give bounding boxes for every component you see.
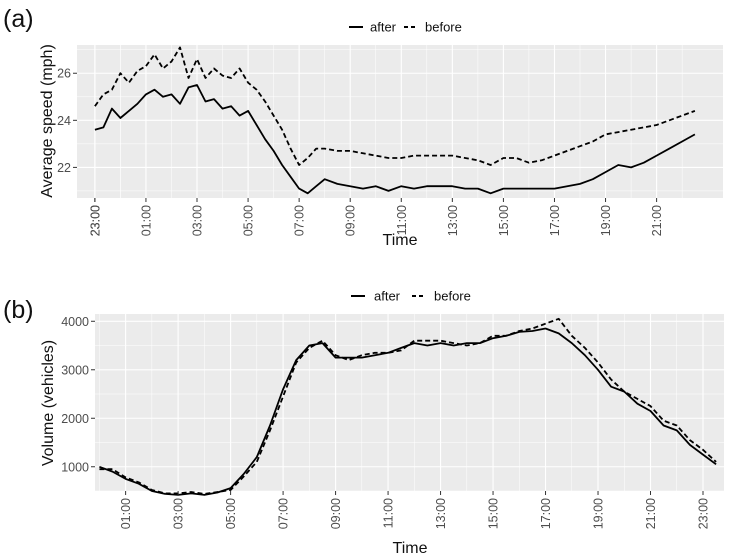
a-x-tick-label: 05:00 bbox=[242, 205, 256, 236]
panel-a-legend-after-label: after bbox=[370, 20, 397, 35]
a-x-tick-label: 03:00 bbox=[191, 205, 205, 236]
panel-a-legend: after before bbox=[349, 20, 462, 35]
panel-a-label: (a) bbox=[3, 5, 34, 33]
panel-a-y-ticks: 22 24 26 bbox=[57, 67, 77, 175]
a-x-tick-label: 01:00 bbox=[139, 205, 153, 236]
b-x-tick-label: 19:00 bbox=[592, 498, 606, 529]
panel-a-legend-before-label: before bbox=[425, 20, 462, 35]
panel-b-legend: after before bbox=[351, 289, 471, 304]
panel-a-grid bbox=[77, 45, 723, 198]
b-x-tick-label: 03:00 bbox=[172, 498, 186, 529]
a-x-tick-label: 17:00 bbox=[548, 205, 562, 236]
a-series-after-line bbox=[94, 84, 696, 195]
b-x-tick-label: 13:00 bbox=[434, 498, 448, 529]
b-x-tick-label: 09:00 bbox=[329, 498, 343, 529]
a-y-tick-label: 22 bbox=[57, 161, 71, 175]
b-x-tick-label: 11:00 bbox=[382, 498, 396, 528]
panel-a: (a) after before 22 24 26 23:00 01:00 03:00 0… bbox=[3, 5, 723, 249]
panel-b-x-axis-title: Time bbox=[393, 540, 428, 557]
panel-b-label: (b) bbox=[3, 296, 34, 324]
b-x-tick-label: 23:00 bbox=[697, 498, 711, 529]
b-x-tick-label: 17:00 bbox=[539, 498, 553, 529]
panel-a-y-axis-title: Average speed (mph) bbox=[39, 44, 56, 198]
b-x-tick-label: 05:00 bbox=[224, 498, 238, 529]
a-x-tick-label: 15:00 bbox=[497, 205, 511, 236]
b-y-tick-label: 2000 bbox=[61, 412, 89, 426]
b-series-before-line bbox=[99, 317, 717, 495]
a-x-tick-label: 13:00 bbox=[446, 205, 460, 236]
b-x-tick-label: 07:00 bbox=[277, 498, 291, 529]
panel-a-x-axis-title: Time bbox=[383, 232, 418, 249]
b-x-tick-label: 01:00 bbox=[119, 498, 133, 529]
panel-b-y-ticks: 1000 2000 3000 4000 bbox=[61, 315, 95, 474]
b-x-tick-label: 21:00 bbox=[644, 498, 658, 529]
panel-b-series bbox=[99, 317, 717, 496]
b-y-tick-label: 1000 bbox=[61, 460, 89, 474]
panel-b-plot-background bbox=[95, 314, 724, 491]
b-y-tick-label: 4000 bbox=[61, 315, 89, 329]
a-x-tick-label: 09:00 bbox=[344, 205, 358, 236]
a-series-before-line bbox=[94, 46, 696, 166]
panel-b-y-axis-title: Volume (vehicles) bbox=[40, 340, 57, 466]
b-x-tick-label: 15:00 bbox=[487, 498, 501, 529]
panel-b-legend-before-label: before bbox=[434, 289, 471, 304]
a-y-tick-label: 24 bbox=[57, 114, 71, 128]
a-x-tick-label: 11:00 bbox=[395, 205, 409, 235]
a-x-tick-label: 21:00 bbox=[650, 205, 664, 236]
panel-b-legend-after-label: after bbox=[374, 289, 401, 304]
a-x-tick-label: 07:00 bbox=[293, 205, 307, 236]
panel-a-plot-background bbox=[77, 45, 723, 198]
panel-a-series bbox=[94, 46, 696, 195]
a-x-tick-label: 19:00 bbox=[599, 205, 613, 236]
b-y-tick-label: 3000 bbox=[61, 363, 89, 377]
panel-b-x-ticks: 01:00 03:00 05:00 07:00 09:00 11:00 13:00 15:00… bbox=[119, 491, 711, 529]
panel-a-x-ticks: 23:00 01:00 03:00 05:00 07:00 09:00 11:00 13:00… bbox=[88, 198, 664, 236]
a-y-tick-label: 26 bbox=[57, 67, 71, 81]
a-x-tick-label: 23:00 bbox=[88, 205, 102, 236]
a-x-tick-label: 23:00 bbox=[88, 205, 102, 236]
